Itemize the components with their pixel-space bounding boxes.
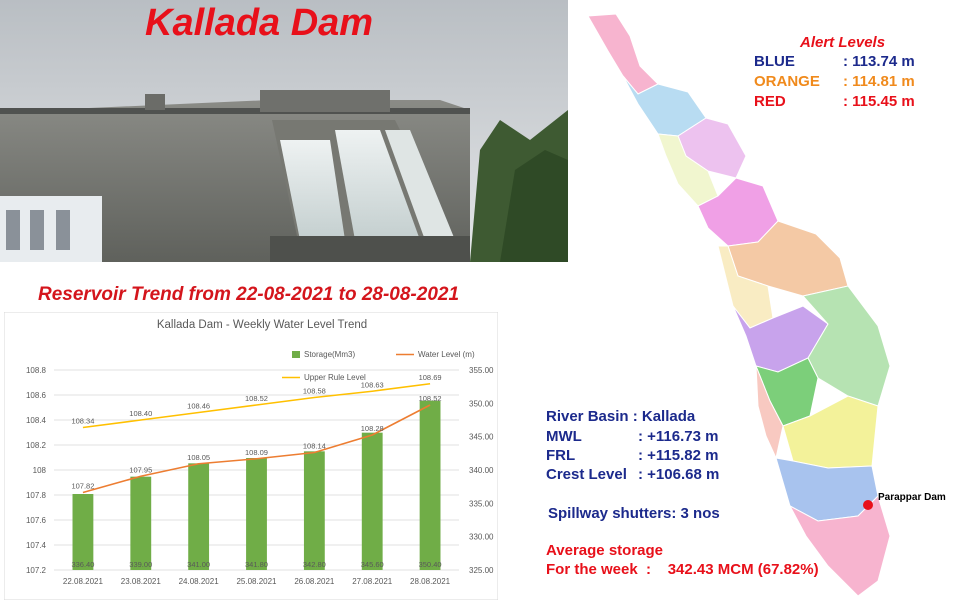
district-kasaragod <box>587 13 659 95</box>
y-left-tick: 108 <box>33 466 47 475</box>
storage-bar <box>303 451 325 570</box>
y-left-tick: 108.8 <box>26 366 47 375</box>
parappar-dam-marker <box>863 500 873 510</box>
y-left-tick: 107.2 <box>26 566 47 575</box>
storage-label: 341.00 <box>187 560 210 569</box>
y-left-tick: 108.2 <box>26 441 47 450</box>
y-right-tick: 335.00 <box>469 499 494 508</box>
storage-label: 341.80 <box>245 560 268 569</box>
dam-photo <box>0 0 568 262</box>
water-level-label: 108.09 <box>245 448 268 457</box>
upper-rule-line <box>82 382 431 429</box>
y-left-tick: 107.4 <box>26 541 47 550</box>
x-tick-label: 22.08.2021 <box>63 577 104 586</box>
alert-levels-title: Alert Levels <box>800 34 886 51</box>
x-tick-label: 27.08.2021 <box>352 577 393 586</box>
x-tick-label: 26.08.2021 <box>294 577 335 586</box>
storage-bar <box>130 476 152 570</box>
alert-level-name: BLUE <box>754 53 795 70</box>
storage-bar <box>419 400 441 570</box>
storage-bar <box>246 458 267 570</box>
parappar-dam-label: Parappar Dam <box>878 492 946 503</box>
alert-level-value: : 114.81 m <box>843 73 915 90</box>
kerala-map: Parappar Dam <box>578 6 960 600</box>
upper-rule-label: 108.69 <box>419 373 442 382</box>
spillway-info: Spillway shutters: 3 nos <box>548 505 720 522</box>
data-labels: 336.40 339.00 341.00 341.80 342.80 345.60 350.… <box>71 373 441 569</box>
level-value: : +106.68 m <box>638 466 720 483</box>
y-right-tick: 345.00 <box>469 433 494 442</box>
water-level-label: 108.52 <box>419 394 442 403</box>
alert-level-value: : 113.74 m <box>843 53 915 70</box>
x-tick-label: 23.08.2021 <box>121 577 162 586</box>
level-label: Crest Level <box>546 466 627 483</box>
water-level-line <box>82 404 431 494</box>
storage-label: 339.00 <box>129 560 152 569</box>
y-right-tick: 355.00 <box>469 366 494 375</box>
water-level-label: 107.82 <box>71 482 94 491</box>
upper-rule-label: 108.58 <box>303 387 326 396</box>
bar-series <box>72 400 441 570</box>
storage-bar <box>361 432 383 570</box>
x-tick-label: 24.08.2021 <box>179 577 220 586</box>
upper-rule-label: 108.34 <box>71 417 94 426</box>
x-tick-label: 25.08.2021 <box>236 577 277 586</box>
storage-bar <box>188 463 210 570</box>
chart-legend: Storage(Mm3) Water Level (m) Upper Rule Le… <box>282 350 475 382</box>
level-label: MWL <box>546 428 582 445</box>
level-label: FRL <box>546 447 576 464</box>
upper-rule-label: 108.63 <box>361 380 384 389</box>
upper-rule-label: 108.40 <box>129 409 152 418</box>
water-level-label: 108.28 <box>361 424 384 433</box>
district-thiruvananthapuram <box>788 495 891 597</box>
y-right-tick: 330.00 <box>469 533 494 542</box>
y-left-tick: 107.8 <box>26 491 47 500</box>
storage-bar <box>72 494 94 570</box>
line-series <box>82 382 431 494</box>
legend-label: Water Level (m) <box>418 350 475 359</box>
district-shapes <box>587 13 891 597</box>
water-level-chart: Kallada Dam - Weekly Water Level Trend 3… <box>3 311 499 601</box>
trend-heading: Reservoir Trend from 22-08-2021 to 28-08… <box>38 284 460 305</box>
x-tick-label: 28.08.2021 <box>410 577 451 586</box>
y-left-tick: 108.6 <box>26 391 47 400</box>
water-level-label: 108.05 <box>187 453 210 462</box>
water-level-label: 108.14 <box>303 442 326 451</box>
upper-rule-label: 108.46 <box>187 402 210 411</box>
storage-label: 342.80 <box>303 560 326 569</box>
legend-label: Storage(Mm3) <box>304 350 355 359</box>
legend-swatch <box>292 351 300 358</box>
chart-title: Kallada Dam - Weekly Water Level Trend <box>157 319 367 331</box>
storage-label: 336.40 <box>71 560 94 569</box>
y-left-tick: 108.4 <box>26 416 47 425</box>
storage-line-1: Average storage <box>546 542 663 559</box>
storage-label: 350.40 <box>419 560 442 569</box>
y-right-tick: 350.00 <box>469 399 494 408</box>
alert-level-name: RED <box>754 93 786 110</box>
y-right-tick: 340.00 <box>469 466 494 475</box>
legend-label: Upper Rule Level <box>304 373 366 382</box>
y-left-tick: 107.6 <box>26 516 47 525</box>
river-basin: River Basin : Kallada <box>546 408 696 425</box>
alert-level-value: : 115.45 m <box>843 93 915 110</box>
page-title: Kallada Dam <box>145 2 374 44</box>
storage-line-2: For the week : 342.43 MCM (67.82%) <box>546 561 819 578</box>
water-level-label: 107.95 <box>129 465 152 474</box>
y-right-tick: 325.00 <box>469 566 494 575</box>
level-value: : +116.73 m <box>638 428 719 445</box>
storage-label: 345.60 <box>361 560 384 569</box>
axis-labels: 107.2 107.4 107.6 107.8 108 108.2 108.4 108.6 10… <box>26 366 494 586</box>
alert-level-name: ORANGE <box>754 73 820 90</box>
level-value: : +115.82 m <box>638 447 719 464</box>
upper-rule-label: 108.52 <box>245 394 268 403</box>
